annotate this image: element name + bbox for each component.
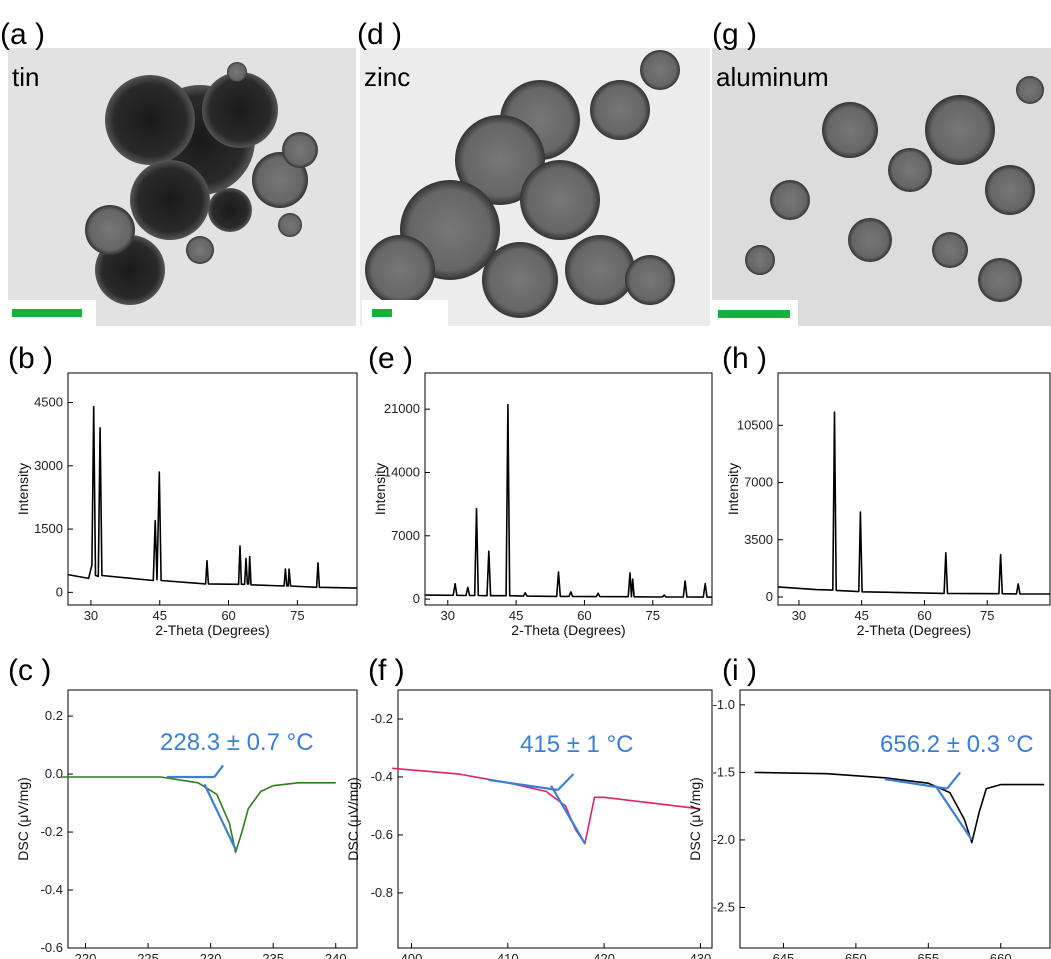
- y-tick-label: 0.0: [45, 766, 63, 781]
- y-tick-label: -1.0: [713, 697, 735, 712]
- annotation: 228.3 ± 0.7 °C: [160, 729, 314, 756]
- annotation: 656.2 ± 0.3 °C: [880, 731, 1034, 758]
- y-tick-label: -1.5: [713, 764, 735, 779]
- x-axis-label: 2-Theta (Degrees): [857, 622, 971, 638]
- x-tick-label: 650: [845, 951, 867, 959]
- tangent-line: [934, 785, 973, 841]
- data-line: [754, 771, 1045, 844]
- x-tick-label: 45: [854, 608, 868, 623]
- y-axis-label: Intensity: [372, 463, 388, 515]
- panel-label: (i ): [722, 654, 757, 687]
- x-tick-label: 225: [137, 951, 159, 959]
- y-tick-label: 4500: [34, 395, 63, 410]
- y-tick-label: 1500: [34, 521, 63, 536]
- x-tick-label: 30: [441, 608, 455, 623]
- tangent-line: [946, 771, 962, 790]
- x-tick-label: 60: [577, 608, 591, 623]
- x-tick-label: 655: [917, 951, 939, 959]
- y-tick-label: 0.2: [45, 708, 63, 723]
- annotation: 415 ± 1 °C: [520, 731, 634, 758]
- plot-frame: [67, 689, 358, 949]
- panel-label: (f ): [368, 654, 405, 687]
- panel-label: (d ): [357, 18, 402, 51]
- data-line: [67, 405, 358, 589]
- y-tick-label: -2.0: [713, 832, 735, 847]
- x-tick-label: 660: [990, 951, 1012, 959]
- panel-label: (a ): [0, 18, 45, 51]
- y-tick-label: 14000: [384, 464, 420, 479]
- y-tick-label: 3000: [34, 458, 63, 473]
- x-tick-label: 75: [290, 608, 304, 623]
- x-tick-label: 60: [221, 608, 235, 623]
- panel-label: (g ): [712, 18, 757, 51]
- panel-label: (e ): [368, 342, 413, 375]
- tem-image-zinc: [360, 48, 710, 326]
- y-tick-label: -0.4: [41, 882, 63, 897]
- y-tick-label: -0.6: [371, 827, 393, 842]
- y-axis-label: Intensity: [15, 463, 31, 515]
- y-tick-label: 7000: [744, 475, 773, 490]
- tangent-line: [488, 778, 559, 792]
- plot-frame: [777, 372, 1051, 606]
- tangent-line: [550, 785, 586, 845]
- y-tick-label: 0: [413, 591, 420, 606]
- x-tick-label: 235: [262, 951, 284, 959]
- x-tick-label: 410: [497, 951, 519, 959]
- plot-frame: [397, 689, 713, 949]
- image-label: aluminum: [716, 62, 829, 92]
- y-tick-label: 7000: [391, 528, 420, 543]
- y-axis-label: DSC (μV/mg): [687, 777, 703, 861]
- x-tick-label: 60: [917, 608, 931, 623]
- x-tick-label: 30: [792, 608, 806, 623]
- y-tick-label: -0.4: [371, 769, 393, 784]
- panel-label: (b ): [8, 342, 53, 375]
- image-label: tin: [12, 62, 39, 92]
- tem-image-tin: [8, 48, 356, 326]
- x-tick-label: 430: [690, 951, 712, 959]
- y-axis-label: DSC (μV/mg): [15, 777, 31, 861]
- x-tick-label: 420: [593, 951, 615, 959]
- y-axis-label: Intensity: [725, 463, 741, 515]
- y-tick-label: 0: [766, 589, 773, 604]
- data-line: [60, 776, 336, 854]
- image-label: zinc: [364, 62, 410, 92]
- x-tick-label: 645: [773, 951, 795, 959]
- y-tick-label: -2.5: [713, 899, 735, 914]
- plot-frame: [67, 372, 358, 606]
- x-tick-label: 30: [84, 608, 98, 623]
- y-tick-label: 3500: [744, 532, 773, 547]
- panel-label: (c ): [8, 654, 51, 687]
- x-tick-label: 400: [401, 951, 423, 959]
- plot-frame: [739, 689, 1051, 949]
- y-axis-label: DSC (μV/mg): [345, 777, 361, 861]
- y-tick-label: -0.2: [41, 824, 63, 839]
- y-tick-label: 10500: [737, 417, 773, 432]
- data-line: [392, 767, 701, 845]
- x-tick-label: 75: [646, 608, 660, 623]
- y-tick-label: 0: [56, 584, 63, 599]
- plot-frame: [424, 372, 713, 606]
- x-tick-label: 45: [509, 608, 523, 623]
- y-tick-label: -0.2: [371, 711, 393, 726]
- y-tick-label: -0.8: [371, 885, 393, 900]
- data-line: [424, 403, 713, 598]
- tangent-line: [203, 783, 237, 850]
- y-tick-label: 21000: [384, 401, 420, 416]
- tangent-line: [557, 773, 575, 791]
- x-axis-label: 2-Theta (Degrees): [511, 622, 625, 638]
- x-tick-label: 240: [325, 951, 347, 959]
- x-tick-label: 45: [153, 608, 167, 623]
- x-tick-label: 230: [200, 951, 222, 959]
- tem-image-aluminum: [712, 48, 1051, 326]
- tangent-line: [213, 764, 224, 778]
- x-axis-label: 2-Theta (Degrees): [155, 622, 269, 638]
- x-tick-label: 75: [980, 608, 994, 623]
- x-tick-label: 220: [75, 951, 97, 959]
- data-line: [777, 411, 1051, 595]
- panel-label: (h ): [722, 342, 767, 375]
- y-tick-label: -0.6: [41, 940, 63, 955]
